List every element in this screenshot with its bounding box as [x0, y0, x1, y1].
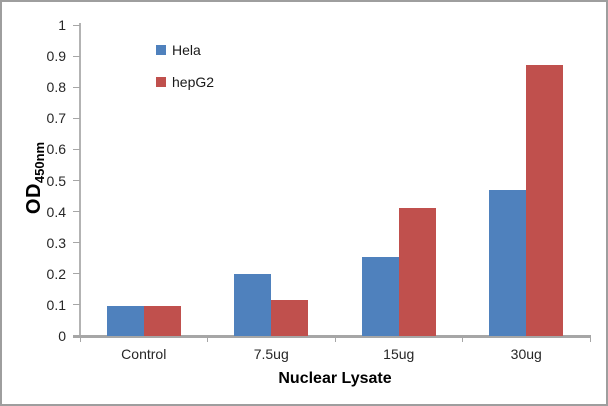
bar-hepg2-30ug [526, 65, 564, 336]
legend-label-hela: Hela [172, 41, 201, 58]
y-tick-label: 0.5 [46, 172, 66, 189]
x-category-label-control: Control [121, 346, 167, 362]
x-category-label-15ug: 15ug [383, 346, 415, 362]
y-tick-label: 1 [58, 17, 66, 33]
y-tick-mark [73, 242, 80, 244]
y-tick-mark [73, 304, 80, 306]
x-axis-title: Nuclear Lysate [278, 370, 392, 387]
y-tick-mark [73, 273, 80, 275]
bar-hela-15ug [361, 256, 399, 336]
legend: Hela hepG2 [156, 42, 214, 106]
x-axis-line [73, 335, 591, 338]
y-tick-label: 0.8 [46, 79, 66, 96]
y-tick-label: 0.7 [46, 110, 66, 127]
bar-hela-7.5ug [234, 273, 272, 336]
y-tick-label: 0.9 [46, 48, 66, 65]
y-tick-mark [73, 148, 80, 150]
bar-hepg2-control [143, 306, 181, 336]
y-tick-mark [73, 211, 80, 213]
x-tick-mark [462, 336, 463, 342]
x-tick-mark [589, 336, 591, 342]
y-tick-label: 0.4 [46, 203, 66, 220]
y-tick-mark [73, 24, 80, 26]
bar-hepg2-7.5ug [271, 300, 309, 336]
legend-swatch-hela [156, 44, 166, 55]
bar-hela-control [106, 306, 144, 336]
x-tick-mark [79, 336, 81, 342]
y-tick-mark [73, 55, 80, 57]
y-tick-label: 0.1 [46, 296, 66, 313]
x-category-label-7.5ug: 7.5ug [253, 346, 289, 362]
y-tick-label: 0 [58, 328, 66, 344]
y-axis-line [79, 23, 81, 336]
legend-label-hepg2: hepG2 [172, 73, 215, 90]
legend-swatch-hepg2 [156, 76, 166, 87]
bar-hepg2-15ug [398, 208, 436, 336]
y-tick-mark [73, 180, 80, 181]
legend-item-hepg2: hepG2 [156, 73, 215, 90]
y-tick-label: 0.6 [46, 141, 66, 158]
bar-hela-30ug [489, 189, 527, 336]
x-category-label-30ug: 30ug [510, 346, 542, 362]
y-tick-label: 0.2 [46, 265, 66, 282]
y-tick-label: 0.3 [46, 234, 66, 251]
x-tick-mark [334, 336, 336, 342]
y-tick-mark [73, 117, 80, 119]
x-tick-mark [207, 336, 208, 342]
y-tick-mark [73, 86, 80, 88]
legend-item-hela: Hela [156, 41, 214, 58]
y-tick-mark [73, 335, 80, 337]
